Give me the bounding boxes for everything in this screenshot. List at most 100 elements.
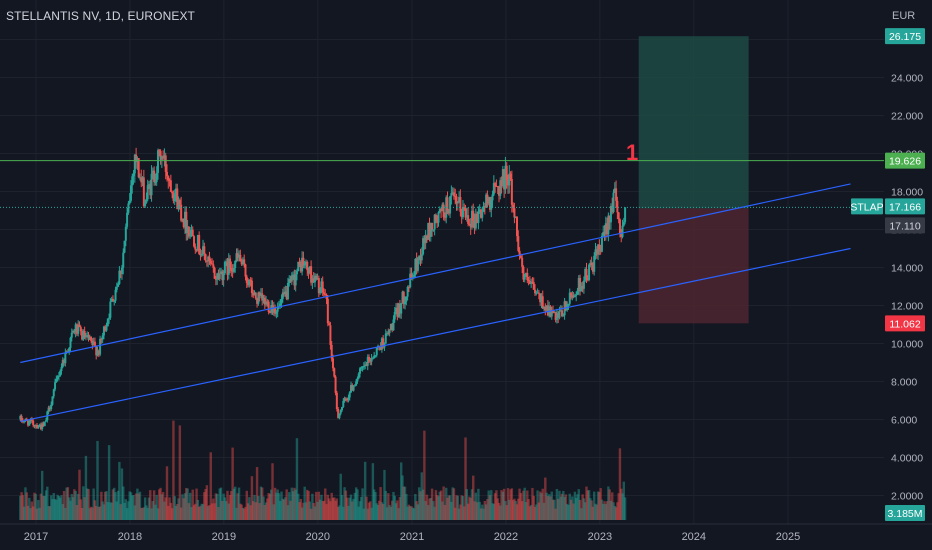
volume-bar	[321, 501, 324, 520]
volume-bar	[393, 495, 396, 520]
volume-bar	[47, 506, 50, 520]
candle-body	[57, 375, 60, 377]
candle-body	[620, 233, 623, 237]
volume-bar	[611, 492, 614, 520]
volume-bar	[434, 490, 438, 520]
candle-body	[621, 225, 624, 237]
candle-body	[368, 357, 371, 360]
candle-body	[582, 280, 585, 289]
candle-body	[531, 281, 534, 283]
candle-body	[141, 177, 144, 183]
volume-bar	[463, 506, 466, 520]
volume-bar	[100, 491, 103, 520]
volume-bar	[264, 502, 268, 520]
candle-body	[95, 345, 98, 356]
candle-body	[177, 199, 180, 210]
candle-body	[550, 310, 553, 317]
candle-body	[145, 199, 148, 203]
candle-body	[83, 330, 86, 338]
volume-bar	[418, 487, 421, 520]
volume-bar	[249, 505, 252, 520]
candle-body	[505, 165, 508, 180]
candle-body	[222, 273, 225, 281]
volume-bar	[560, 493, 564, 520]
volume-bar	[255, 467, 259, 520]
candle-body	[422, 238, 425, 255]
candle-body	[120, 267, 123, 274]
volume-bar	[86, 488, 89, 520]
volume-bar	[333, 497, 336, 520]
volume-bar	[215, 493, 219, 520]
drawings[interactable]: 1	[0, 140, 884, 422]
candle-body	[499, 180, 502, 196]
volume-bar	[372, 489, 376, 520]
volume-bar	[294, 489, 297, 520]
volume-bar	[436, 495, 439, 520]
candle-body	[580, 286, 583, 292]
candle-body	[236, 253, 239, 258]
volume-bar	[210, 503, 214, 520]
candle-body	[122, 252, 125, 268]
volume-bar	[379, 487, 382, 520]
volume-bar	[133, 505, 137, 520]
volume-bar	[573, 491, 577, 520]
volume-bar	[21, 495, 25, 520]
volume-bar	[201, 504, 205, 520]
candle-body	[316, 278, 319, 280]
long-position-tool[interactable]	[638, 36, 749, 324]
volume-bar	[84, 455, 88, 520]
volume-bar	[569, 499, 573, 520]
time-scale[interactable]: 2017 2018 2019 2020 2021 2022 2023 2024 2025	[0, 523, 932, 543]
volume-bar	[535, 504, 538, 520]
candle-body	[298, 261, 301, 264]
volume-bar	[604, 504, 607, 520]
volume-bar	[348, 497, 351, 520]
candle-body	[131, 176, 134, 186]
candle-body	[561, 310, 564, 317]
volume-bar	[329, 501, 332, 520]
candle-body	[243, 259, 246, 265]
candle-body	[304, 261, 307, 265]
volume-bar	[392, 491, 395, 520]
volume-bar	[493, 493, 497, 520]
volume-bar	[339, 473, 342, 520]
candle-body	[545, 305, 548, 311]
time-tick-label: 2024	[682, 531, 706, 543]
volume-bar	[156, 508, 160, 520]
volume-bar	[497, 502, 501, 520]
volume-bar	[320, 494, 323, 520]
candle-body	[503, 169, 506, 190]
channel-upper-line[interactable]	[20, 183, 851, 364]
candle-body	[436, 220, 439, 223]
volume-bar	[536, 490, 539, 520]
candle-body	[140, 177, 143, 183]
volume-bar	[520, 501, 524, 520]
candle-body	[30, 419, 33, 421]
volume-bar	[183, 493, 187, 520]
volume-bar	[165, 466, 169, 520]
volume-bar	[209, 452, 212, 520]
volume-bar	[546, 496, 550, 520]
candle-body	[521, 257, 524, 267]
candle-body	[234, 260, 237, 268]
volume-bar	[499, 505, 502, 520]
time-tick-label: 2021	[400, 531, 424, 543]
volume-bar	[427, 505, 430, 520]
candle-body	[204, 254, 207, 261]
stop-price-label-bg	[885, 315, 925, 332]
volume-bar	[556, 498, 560, 520]
volume-bar	[98, 506, 102, 520]
candle-body	[302, 257, 305, 266]
candle-body	[395, 307, 398, 312]
candle-body	[90, 336, 93, 341]
candle-body	[588, 264, 591, 281]
candle-body	[568, 292, 571, 304]
price-scale[interactable]: EUR26.00024.00022.00020.00018.00016.0001…	[850, 0, 932, 550]
candle-body	[400, 303, 403, 314]
volume-bar	[460, 495, 463, 520]
volume-bar	[173, 496, 176, 520]
volume-bar	[270, 489, 273, 520]
channel-lower-line[interactable]	[20, 247, 851, 422]
volume-bar	[396, 500, 399, 520]
